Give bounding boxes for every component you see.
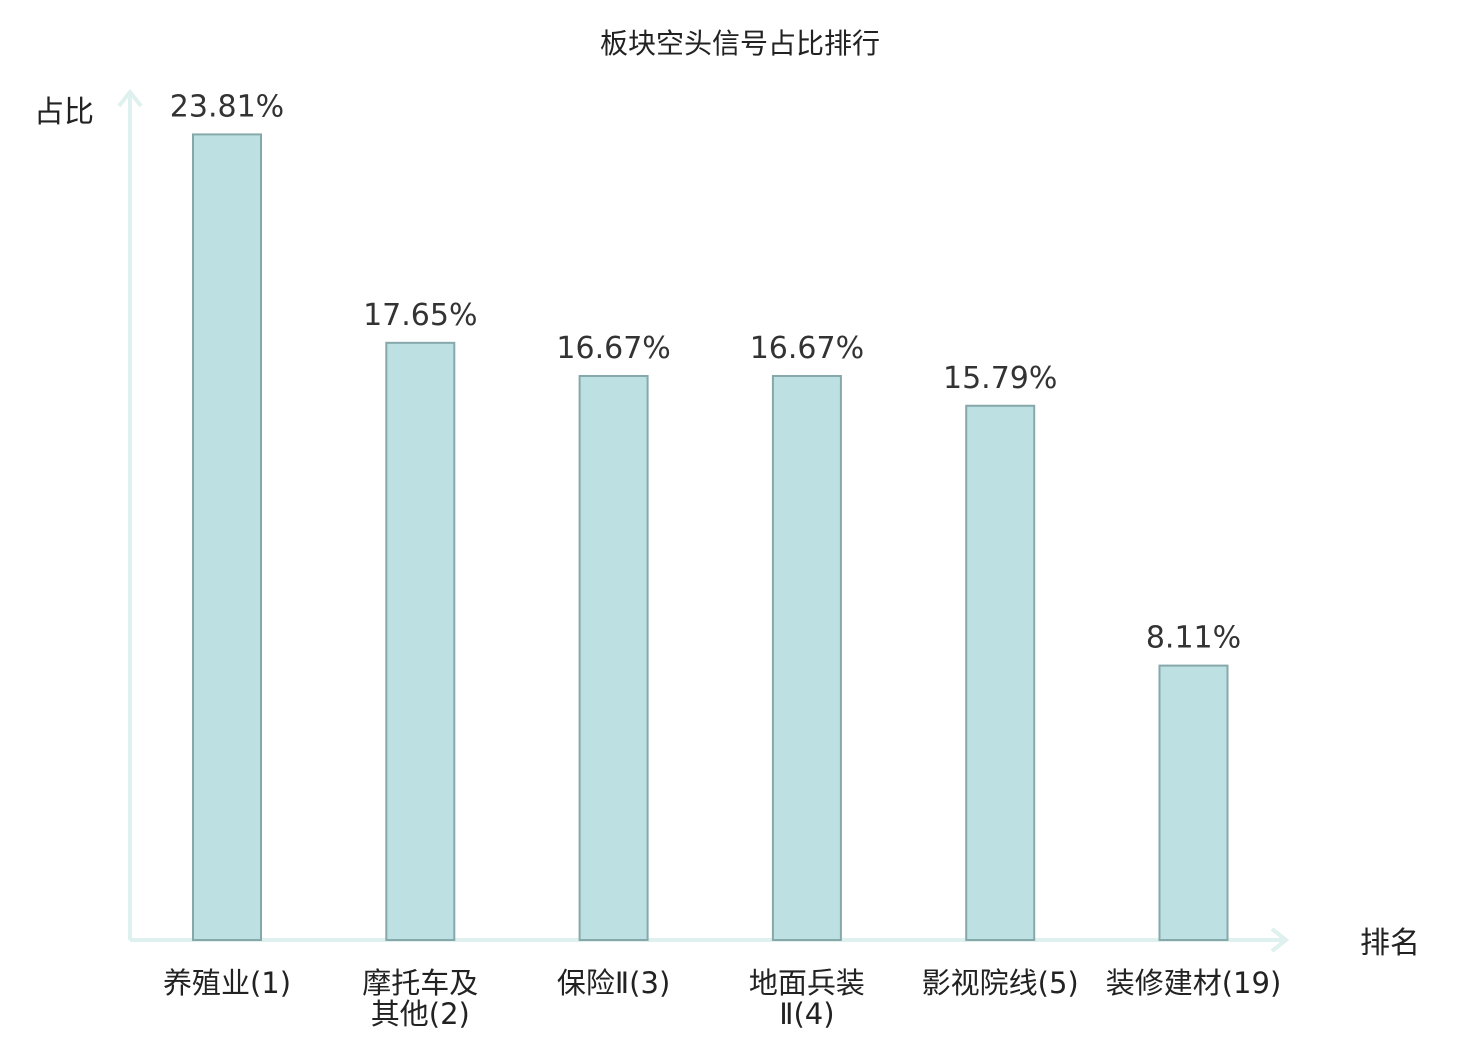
category-label-4-line-2: Ⅱ(4): [779, 997, 834, 1031]
bar-3: [578, 374, 649, 941]
category-label-5: 影视院线(5): [922, 966, 1079, 1000]
bar-1: [192, 133, 262, 941]
y-axis-arrow: [117, 88, 143, 108]
bar-4: [771, 374, 842, 941]
category-label-6: 装修建材(19): [1106, 966, 1282, 1000]
y-axis-label: 占比: [34, 95, 94, 130]
category-label-3: 保险Ⅱ(3): [557, 966, 670, 1000]
data-label-5: 15.79%: [943, 361, 1057, 396]
chart-title: 板块空头信号占比排行: [600, 27, 880, 60]
category-label-2-line-2: 其他(2): [371, 997, 470, 1031]
data-label-4: 16.67%: [750, 331, 864, 366]
data-label-1: 23.81%: [170, 89, 284, 124]
data-label-3: 16.67%: [556, 331, 670, 366]
bar-6: [1158, 664, 1229, 941]
data-label-6: 8.11%: [1146, 621, 1241, 656]
bar-5: [965, 404, 1036, 941]
x-axis-label: 排名: [1360, 926, 1420, 961]
data-label-2: 17.65%: [363, 298, 477, 333]
category-label-2-line-1: 摩托车及: [362, 966, 478, 1000]
x-axis-arrow: [1270, 927, 1290, 953]
category-label-4-line-1: 地面兵装: [749, 966, 865, 1000]
bar-2: [385, 341, 456, 942]
bars-group: [192, 133, 1229, 942]
category-label-1: 养殖业(1): [163, 966, 291, 1000]
data-labels-group: 23.81% 17.65% 16.67% 16.67% 15.79% 8.11%: [170, 89, 1241, 655]
